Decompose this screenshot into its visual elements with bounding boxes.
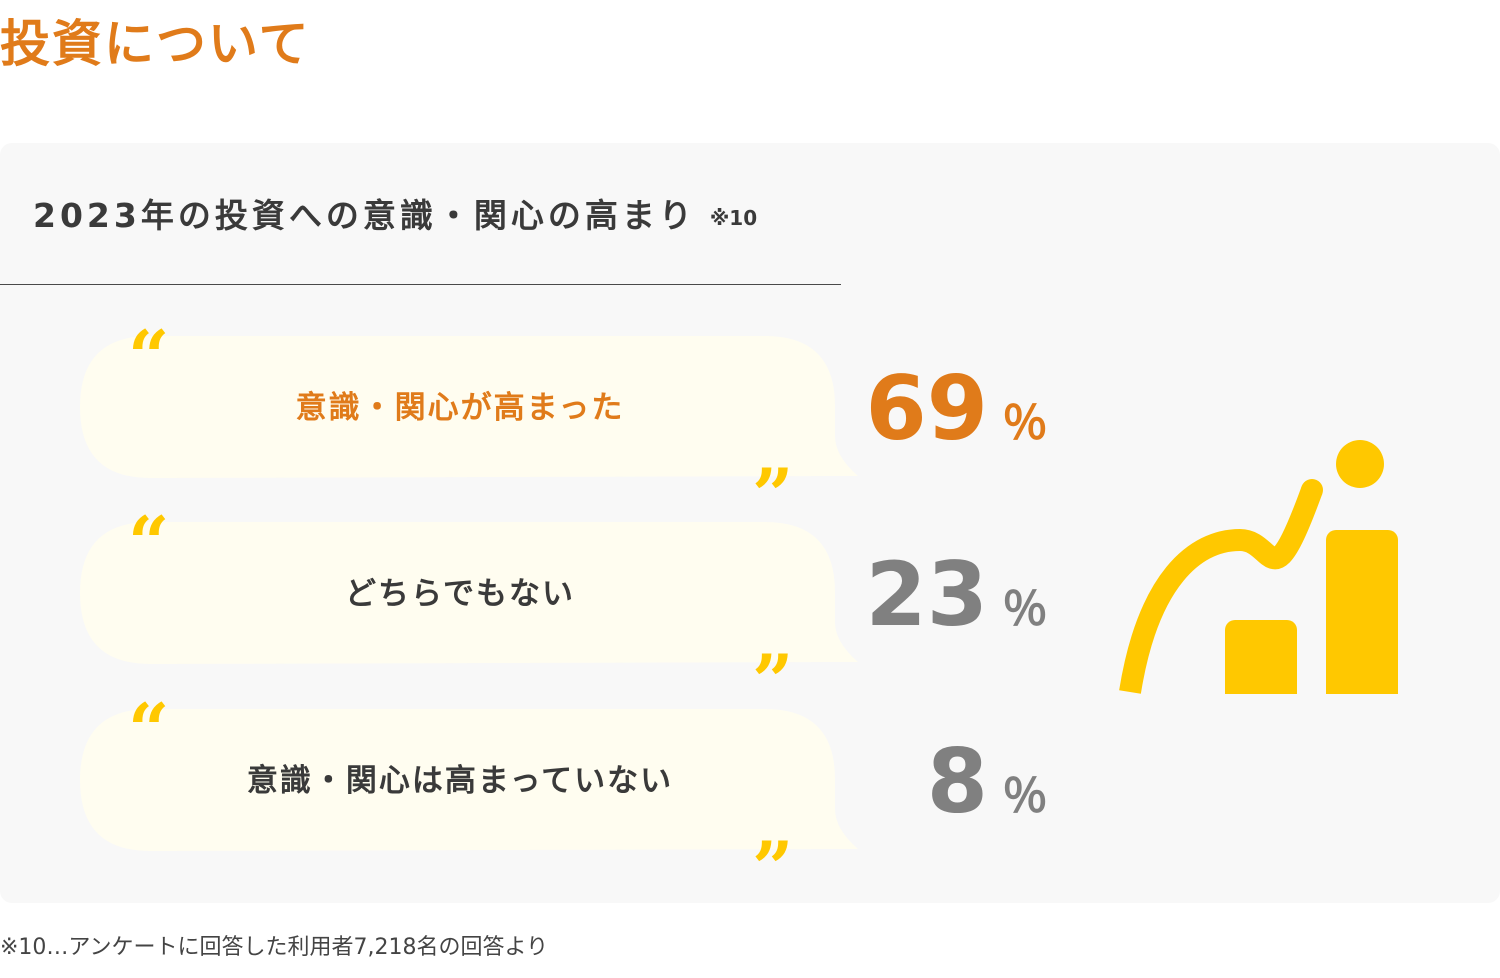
- percent-value: 8 ％: [927, 737, 1048, 852]
- open-quote-icon: “: [128, 500, 169, 585]
- percent-unit: ％: [1002, 769, 1048, 823]
- open-quote-icon: “: [128, 314, 169, 399]
- panel-note: ※10: [709, 206, 758, 230]
- percent-value: 23 ％: [866, 550, 1048, 665]
- close-quote-icon: ”: [752, 825, 793, 910]
- speech-bubble: [80, 336, 858, 478]
- percent-number: 8: [926, 730, 988, 833]
- speech-bubble: [80, 522, 858, 664]
- speech-bubble: [80, 709, 858, 851]
- percent-value: 69 ％: [866, 364, 1048, 479]
- divider: [0, 284, 841, 285]
- percent-unit: ％: [1002, 582, 1048, 636]
- growth-chart-person-icon: [1119, 440, 1398, 694]
- footnote: ※10…アンケートに回答した利用者7,218名の回答より: [0, 935, 549, 960]
- close-quote-icon: ”: [752, 638, 793, 723]
- panel-title-text: 2023年の投資への意識・関心の高まり: [33, 196, 696, 235]
- open-quote-icon: “: [128, 687, 169, 772]
- percent-unit: ％: [1002, 396, 1048, 450]
- panel-title: 2023年の投資への意識・関心の高まり ※10: [33, 193, 757, 241]
- category-label: 意識・関心は高まっていない: [246, 763, 674, 799]
- percent-number: 69: [865, 357, 988, 460]
- category-label: どちらでもない: [344, 576, 576, 612]
- category-label: 意識・関心が高まった: [295, 390, 625, 426]
- page-title: 投資について: [0, 15, 311, 73]
- percent-number: 23: [865, 543, 988, 646]
